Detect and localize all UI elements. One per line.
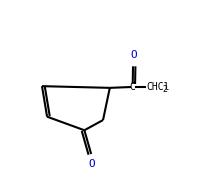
Text: 2: 2 — [162, 85, 167, 94]
Text: O: O — [131, 50, 138, 60]
Text: O: O — [89, 159, 95, 169]
Text: C: C — [130, 82, 136, 92]
Text: CHCl: CHCl — [146, 82, 170, 92]
